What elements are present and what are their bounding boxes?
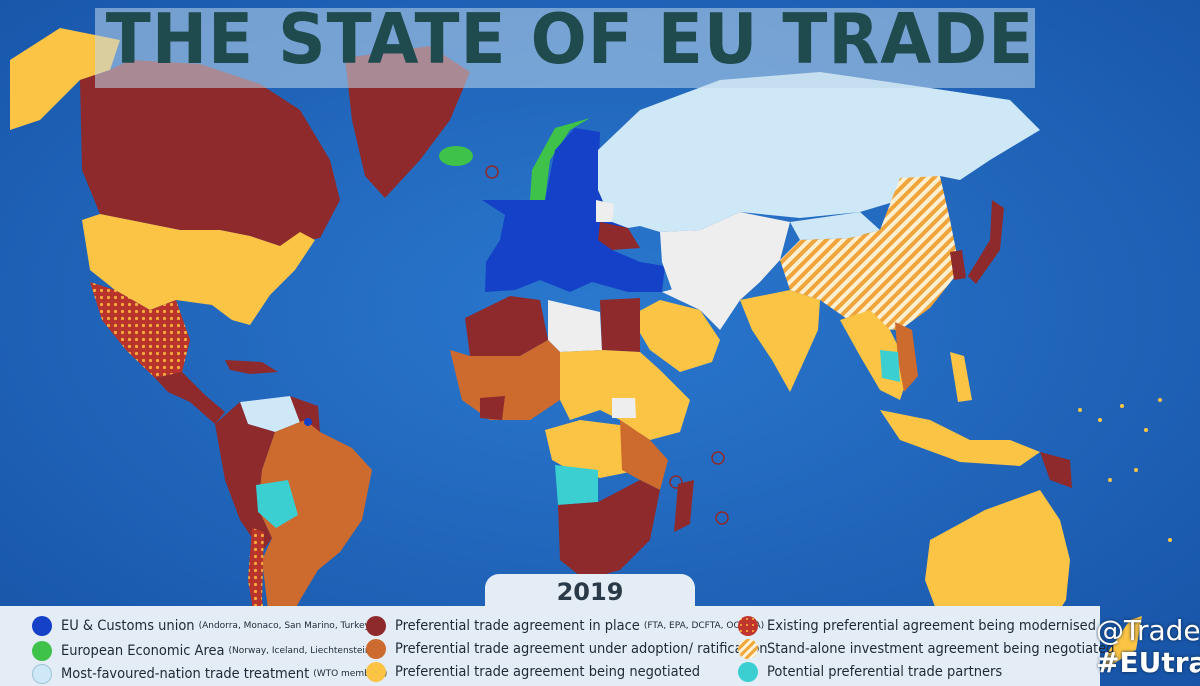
region-libya [548, 300, 602, 352]
region-angola [555, 465, 598, 505]
island-marker [715, 511, 729, 525]
region-ukraine [598, 222, 640, 250]
region-canada [80, 60, 340, 246]
region-iran [662, 282, 740, 330]
legend-label: Most-favoured-nation trade treatment [61, 666, 310, 682]
region-australia [925, 490, 1070, 640]
island-marker [485, 165, 499, 179]
legend-item-potential: Potential preferential trade partners [738, 662, 1002, 682]
legend-label: Preferential trade agreement under adopt… [395, 641, 768, 657]
region-southern-africa [558, 480, 660, 580]
legend-item-eea: European Economic Area (Norway, Iceland,… [32, 641, 374, 661]
region-guianas [290, 396, 320, 432]
region-venezuela [240, 396, 305, 432]
region-bolivia [256, 480, 298, 528]
region-russia [598, 72, 1040, 232]
legend-label: Potential preferential trade partners [767, 664, 1003, 680]
legend-label: Preferential trade agreement in place [395, 618, 640, 634]
region-philippines [950, 352, 972, 402]
region-east-africa [620, 420, 668, 490]
region-mercosur [258, 420, 372, 628]
region-iceland [439, 146, 473, 166]
region-ivory-coast [480, 396, 505, 420]
legend-item-mfn: Most-favoured-nation trade treatment (WT… [32, 664, 387, 684]
dark-red-dot-icon [366, 616, 386, 636]
legend-item-pta-in-place: Preferential trade agreement in place (F… [366, 616, 764, 636]
pacific-islands [1078, 398, 1172, 542]
region-west-africa [450, 340, 560, 420]
region-egypt [600, 298, 640, 352]
region-png [1040, 452, 1072, 488]
green-dot-icon [32, 641, 52, 661]
region-korea [950, 250, 966, 280]
legend-item-pta-negotiated: Preferential trade agreement being negot… [366, 662, 700, 682]
region-central-africa [560, 350, 690, 440]
region-vietnam [895, 322, 918, 392]
legend: EU & Customs union (Andorra, Monaco, San… [0, 606, 1114, 686]
region-japan [968, 200, 1004, 284]
region-andean [215, 402, 275, 552]
page-title: THE STATE OF EU TRADE [105, 0, 1035, 80]
dotted-red-dot-icon [738, 616, 758, 636]
blue-dot-icon [32, 616, 52, 636]
region-usa [82, 214, 315, 325]
region-china [780, 176, 960, 330]
hashtag: #EUtra [1096, 646, 1200, 679]
legend-label: Stand-alone investment agreement being n… [767, 641, 1115, 657]
region-belarus [596, 200, 614, 222]
region-madagascar [674, 480, 694, 532]
region-north-africa [465, 296, 548, 356]
legend-item-modernised: Existing preferential agreement being mo… [738, 616, 1096, 636]
legend-label: Existing preferential agreement being mo… [767, 618, 1096, 634]
region-india [740, 290, 820, 392]
island-marker [304, 418, 312, 426]
legend-label: EU & Customs union [61, 618, 195, 634]
legend-note: (WTO members) [313, 669, 388, 679]
region-new-zealand [1100, 616, 1142, 672]
region-south-sudan [612, 398, 636, 418]
region-middle-east [630, 300, 720, 372]
yellow-dot-icon [366, 662, 386, 682]
region-indonesia [880, 410, 1040, 466]
legend-note: (Norway, Iceland, Liechtenstein) [228, 646, 375, 656]
legend-note: (Andorra, Monaco, San Marino, Turkey) [198, 621, 374, 631]
region-mexico [90, 282, 190, 378]
region-central-america [155, 372, 225, 424]
island-marker [669, 475, 683, 489]
island-marker [711, 451, 725, 465]
region-eu [482, 128, 665, 292]
region-norway [530, 118, 590, 200]
region-cambodia [880, 350, 900, 382]
light-blue-dot-icon [32, 664, 52, 684]
region-mongolia [790, 212, 880, 240]
turquoise-dot-icon [738, 662, 758, 682]
legend-item-investment: Stand-alone investment agreement being n… [738, 639, 1114, 659]
legend-label: Preferential trade agreement being negot… [395, 664, 701, 680]
region-caribbean [225, 360, 278, 374]
year-label: 2019 [485, 574, 695, 610]
orange-dot-icon [366, 639, 386, 659]
legend-item-pta-adoption: Preferential trade agreement under adopt… [366, 639, 768, 659]
title-band [95, 8, 1035, 88]
hatched-orange-dot-icon [738, 639, 758, 659]
twitter-handle: @Trade_ [1096, 614, 1200, 647]
legend-label: European Economic Area [61, 643, 225, 659]
legend-item-eu-customs: EU & Customs union (Andorra, Monaco, San… [32, 616, 373, 636]
legend-note: (FTA, EPA, DCFTA, OCT AA) [643, 621, 765, 631]
region-alaska [10, 28, 120, 130]
region-central-south [545, 420, 640, 478]
